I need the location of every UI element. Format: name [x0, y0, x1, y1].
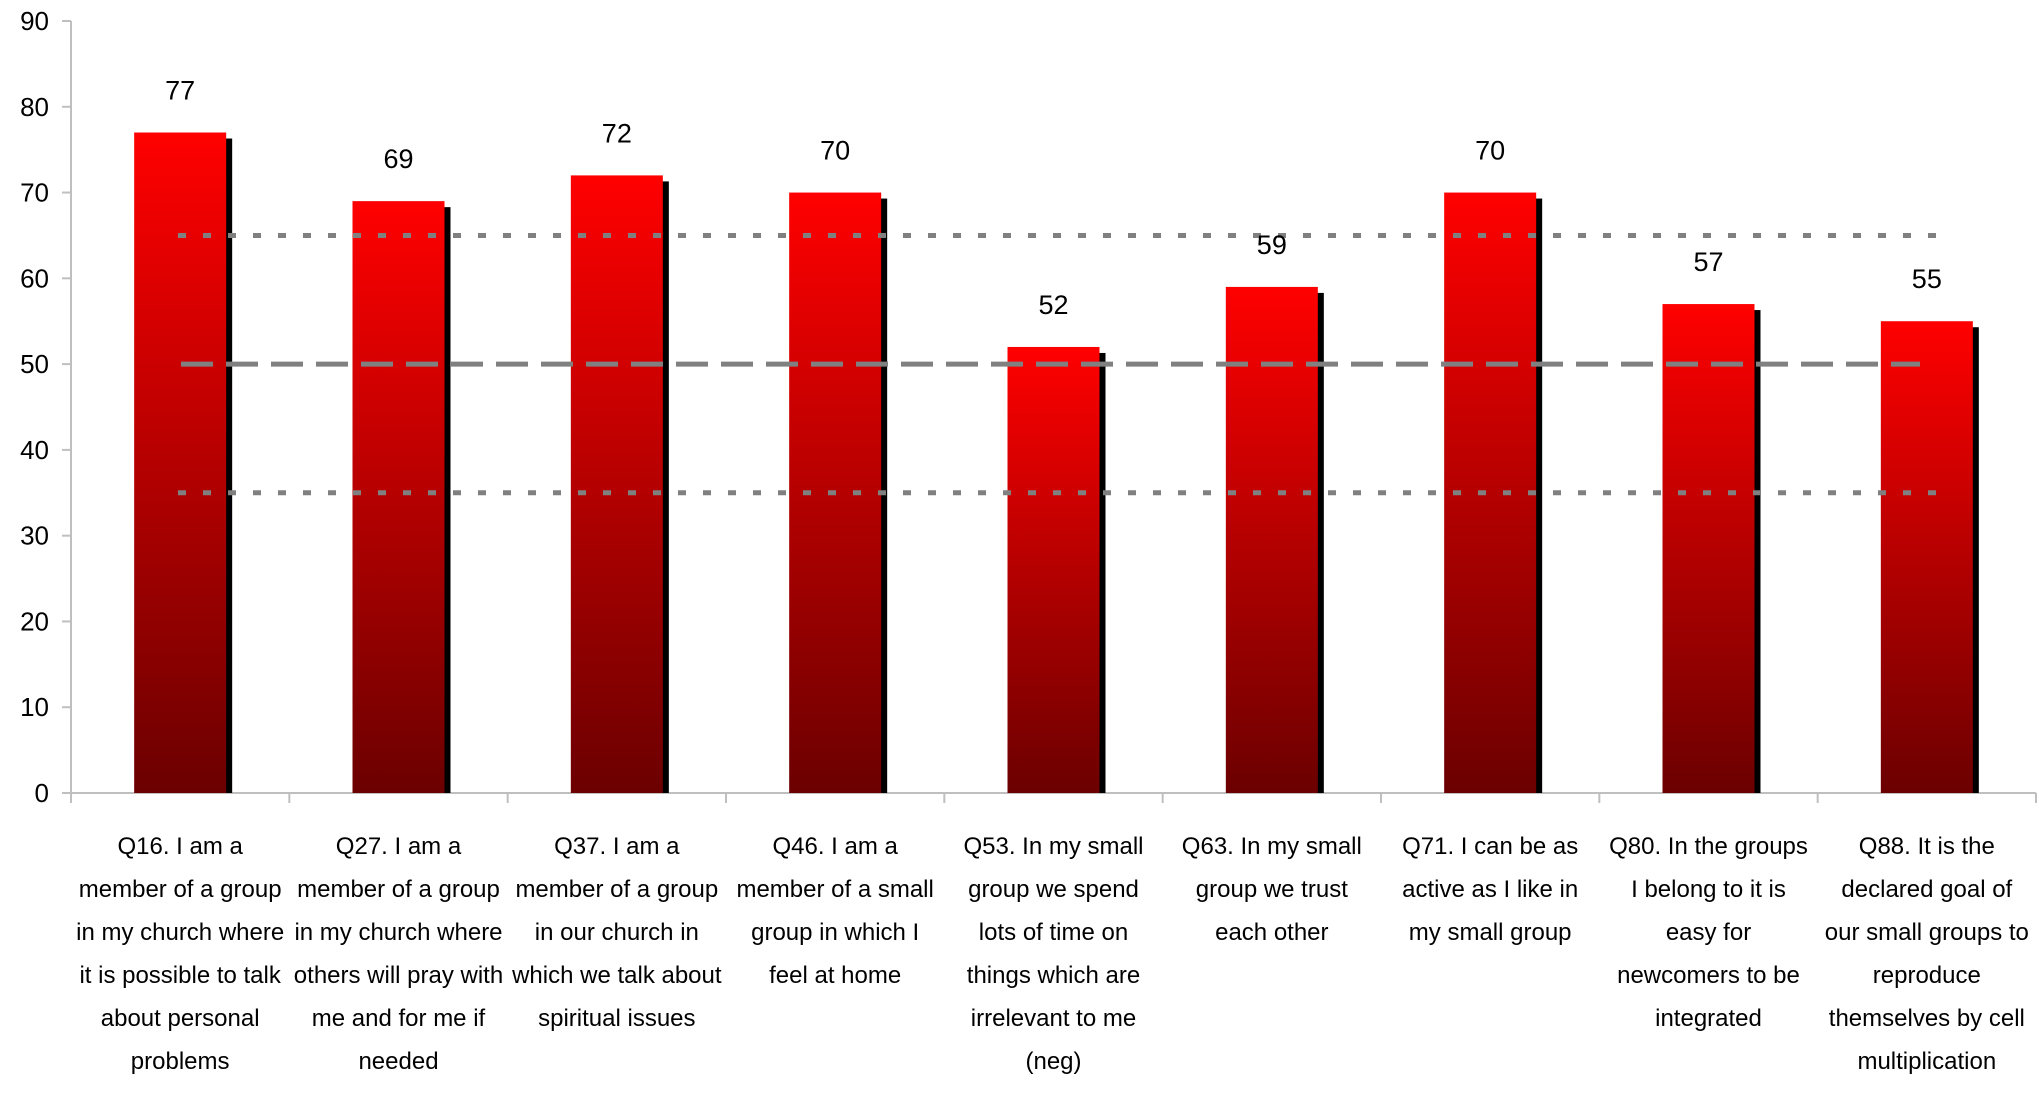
data-label: 52 [1038, 290, 1068, 320]
data-label: 77 [165, 76, 195, 106]
data-label: 72 [602, 118, 632, 148]
y-tick-label: 60 [20, 263, 49, 293]
x-category-label: Q46. I am a member of a small group in w… [736, 833, 934, 989]
y-tick-label: 70 [20, 178, 49, 208]
bar [1225, 286, 1318, 793]
x-category-label: Q63. In my small group we trust each oth… [1181, 833, 1362, 946]
x-category-label: Q53. In my small group we spend lots of … [963, 833, 1144, 1075]
data-label: 55 [1912, 264, 1942, 294]
data-label: 70 [1475, 136, 1505, 166]
y-tick-label: 50 [20, 349, 49, 379]
data-label: 59 [1257, 230, 1287, 260]
x-category-label: Q27. I am a member of a group in my chur… [293, 833, 504, 1075]
x-category-label: Q37. I am a member of a group in our chu… [512, 833, 722, 1032]
x-category-label: Q16. I am a member of a group in my chur… [76, 833, 285, 1075]
y-tick-label: 40 [20, 435, 49, 465]
x-category-label: Q80. In the groups I belong to it is eas… [1609, 833, 1808, 1032]
y-tick-label: 80 [20, 92, 49, 122]
data-label: 69 [383, 144, 413, 174]
y-tick-label: 0 [35, 778, 49, 808]
data-label: 57 [1693, 247, 1723, 277]
bar [1662, 304, 1755, 793]
y-tick-label: 30 [20, 521, 49, 551]
x-category-label: Q71. I can be as active as I like in my … [1402, 833, 1579, 946]
x-category-label: Q88. It is the declared goal of our smal… [1824, 833, 2029, 1075]
bar [134, 132, 227, 793]
bar [1880, 321, 1973, 793]
y-tick-label: 10 [20, 692, 49, 722]
bar [1007, 346, 1100, 793]
bar [570, 175, 663, 793]
y-tick-label: 20 [20, 606, 49, 636]
y-tick-label: 90 [20, 6, 49, 36]
data-label: 70 [820, 136, 850, 166]
bar [352, 201, 445, 794]
